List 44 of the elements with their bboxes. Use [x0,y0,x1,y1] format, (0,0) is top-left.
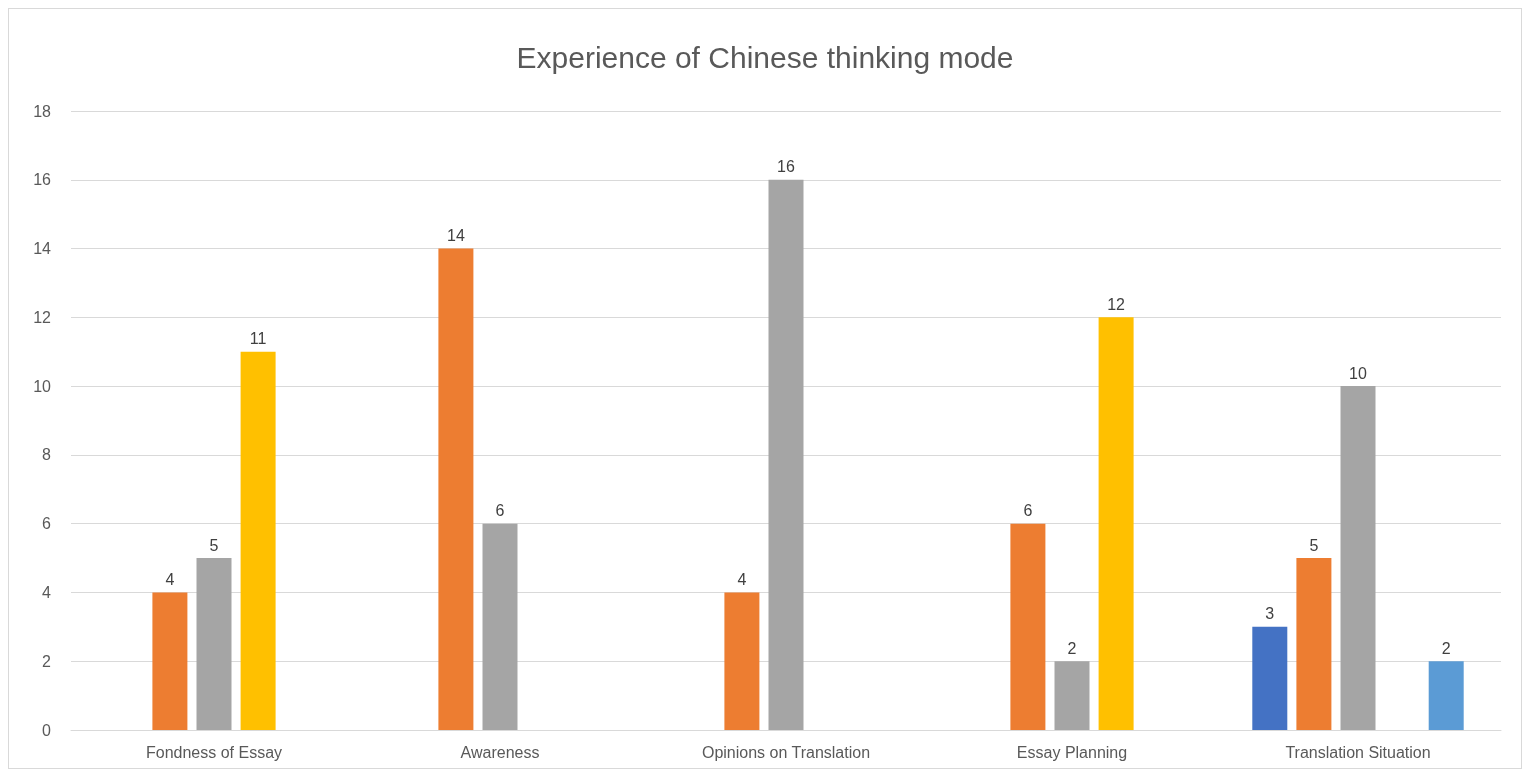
x-tick-label: Awareness [460,743,540,761]
bar [482,523,518,730]
data-label: 5 [209,536,219,554]
data-label: 2 [1441,639,1451,657]
y-tick-label: 8 [42,446,52,464]
x-tick-label: Translation Situation [1285,743,1431,761]
data-label: 4 [165,570,175,588]
data-label: 6 [1023,502,1033,520]
bar [1098,317,1134,730]
data-label: 14 [447,227,465,245]
bar [1428,661,1464,730]
data-label: 10 [1349,364,1367,382]
chart-title: Experience of Chinese thinking mode [516,40,1014,74]
bar [196,558,232,730]
data-label: 2 [1067,639,1077,657]
y-tick-label: 6 [42,515,52,533]
data-label: 4 [737,570,747,588]
y-tick-label: 12 [33,308,52,326]
data-label: 16 [777,158,795,176]
bar [768,179,804,730]
y-tick-label: 4 [42,583,52,601]
y-tick-label: 10 [33,377,52,395]
y-tick-label: 18 [33,102,52,120]
y-tick-label: 0 [42,721,52,739]
data-label: 6 [495,502,505,520]
y-tick-label: 14 [33,240,52,258]
bar [1340,386,1376,730]
data-label: 11 [249,330,267,348]
data-label: 3 [1265,605,1275,623]
x-tick-label: Essay Planning [1016,743,1128,761]
data-label: 12 [1107,295,1126,313]
y-tick-label: 2 [42,652,52,670]
data-label: 5 [1309,536,1319,554]
bar [240,351,276,730]
bar [1054,661,1090,730]
x-tick-label: Opinions on Translation [701,743,871,761]
bar [1010,523,1046,730]
bar [1296,558,1332,730]
x-tick-label: Fondness of Essay [145,743,283,761]
bar [1252,626,1288,730]
bar [152,592,188,730]
bar [438,248,474,730]
y-tick-label: 16 [33,171,52,189]
bar [724,592,760,730]
